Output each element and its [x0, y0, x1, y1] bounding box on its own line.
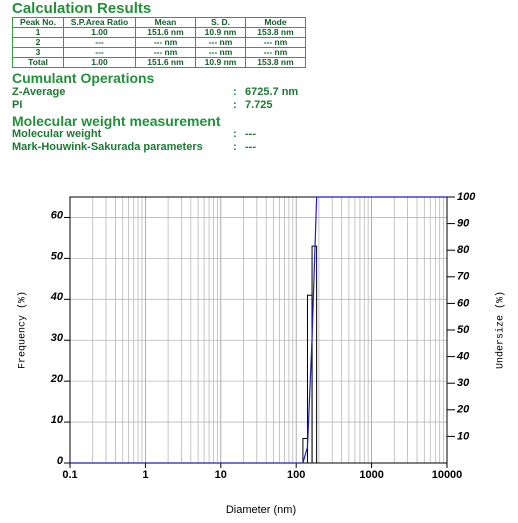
y2-tick-label: 70 — [457, 271, 470, 283]
x-tick-label: 100 — [287, 469, 305, 481]
y-tick-label: 60 — [51, 209, 64, 221]
separator: : — [233, 86, 237, 98]
y-axis-label: Frequency (%) — [17, 291, 29, 369]
results-table: Peak No. S.P.Area Ratio Mean S. D. Mode 1 1.00… — [12, 17, 306, 68]
item-label: Molecular weight — [12, 128, 102, 140]
separator: : — [233, 141, 237, 153]
bar — [311, 245, 318, 464]
cumulant-heading: Cumulant Operations — [12, 70, 155, 86]
y-tick-label: 20 — [50, 373, 64, 385]
item-label: Z-Average — [12, 86, 66, 98]
cell: 153.8 nm — [245, 57, 306, 68]
y2-axis-label: Undersize (%) — [495, 291, 507, 369]
x-tick-label: 10 — [215, 469, 227, 481]
item-label: PI — [12, 99, 23, 111]
plot-frame — [69, 196, 448, 464]
y2-tick-label: 20 — [456, 404, 470, 416]
x-tick-label: 10000 — [432, 469, 463, 481]
item-value: --- — [245, 128, 256, 140]
y2-tick-label: 10 — [457, 430, 470, 442]
molecular-heading: Molecular weight measurement — [12, 113, 221, 129]
y2-tick-label: 40 — [456, 351, 470, 363]
item-value: --- — [245, 141, 256, 153]
y2-tick-label: 50 — [457, 324, 470, 336]
y2-tick-label: 30 — [457, 377, 470, 389]
cumulative-line — [70, 196, 447, 464]
y-tick-label: 30 — [51, 332, 64, 344]
item-value: 6725.7 nm — [245, 86, 299, 98]
x-tick-label: 0.1 — [62, 469, 77, 481]
y2-tick-label: 60 — [457, 297, 470, 309]
table-row: 3 --- --- nm --- nm --- nm — [12, 47, 306, 58]
x-tick-label: 1000 — [359, 469, 383, 481]
y2-tick-label: 100 — [457, 191, 476, 203]
item-label: Mark-Houwink-Sakurada parameters — [12, 141, 203, 153]
x-tick-label: 1 — [142, 469, 148, 481]
y-tick-label: 50 — [51, 250, 64, 262]
item-value: 7.725 — [245, 99, 273, 111]
x-axis-label: Diameter (nm) — [226, 504, 296, 516]
results-title: Calculation Results — [12, 0, 152, 17]
separator: : — [233, 99, 237, 111]
separator: : — [233, 128, 237, 140]
y-tick-label: 40 — [50, 291, 64, 303]
y2-tick-label: 90 — [457, 218, 470, 230]
table-row: Total 1.00 151.6 nm 10.9 nm 153.8 nm — [12, 57, 306, 68]
y2-tick-label: 80 — [457, 244, 470, 256]
y-tick-label: 10 — [51, 414, 64, 426]
y-tick-label: 0 — [57, 455, 64, 467]
